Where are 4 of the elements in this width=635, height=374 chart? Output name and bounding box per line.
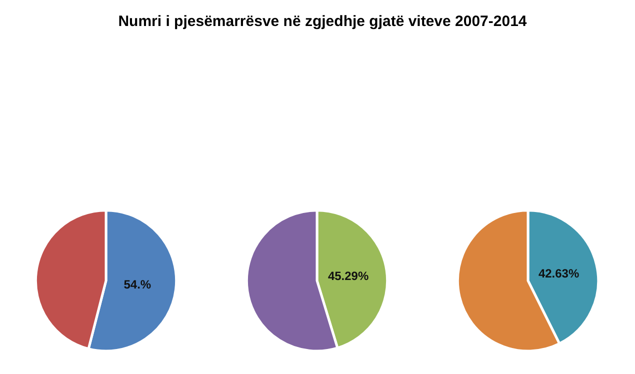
data-label: 42.63% — [538, 266, 580, 280]
data-label: 54.% — [124, 278, 152, 292]
data-label: 45.29% — [328, 268, 369, 283]
text: Numri i pjesëmarrësve në zgjedhje gjatë viteve 2007-2014 — [118, 12, 527, 32]
